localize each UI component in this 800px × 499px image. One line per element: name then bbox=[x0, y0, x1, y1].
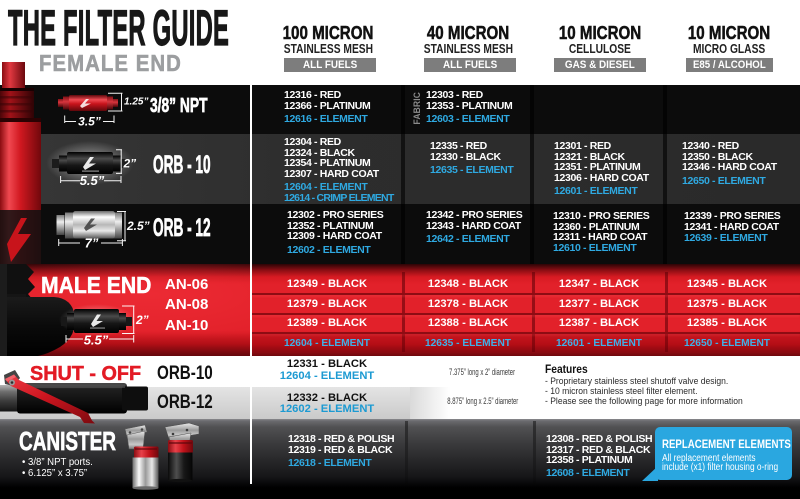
svg-text:1.25”: 1.25” bbox=[124, 97, 148, 108]
svg-text:2”: 2” bbox=[123, 157, 137, 171]
svg-text:2.5”: 2.5” bbox=[126, 219, 150, 233]
svg-text:2”: 2” bbox=[135, 313, 149, 327]
svg-text:3.5”: 3.5” bbox=[78, 115, 101, 129]
svg-text:5.5”: 5.5” bbox=[80, 173, 105, 188]
svg-text:7”: 7” bbox=[85, 236, 99, 251]
svg-text:5.5”: 5.5” bbox=[84, 333, 109, 348]
